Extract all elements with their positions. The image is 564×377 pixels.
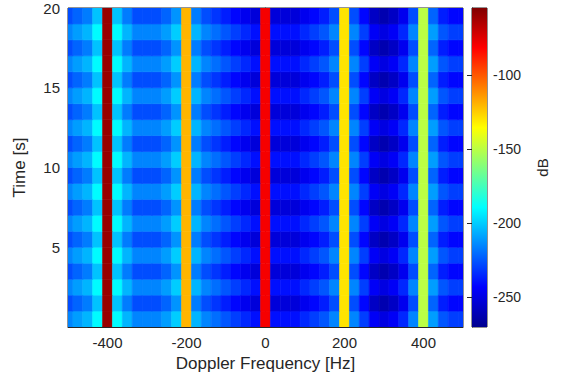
svg-text:200: 200	[332, 334, 357, 351]
svg-text:400: 400	[411, 334, 436, 351]
svg-text:5: 5	[52, 239, 60, 256]
svg-text:-100: -100	[493, 67, 521, 83]
svg-text:-250: -250	[493, 289, 521, 305]
svg-text:15: 15	[43, 79, 60, 96]
svg-text:20: 20	[43, 0, 60, 17]
svg-text:10: 10	[43, 159, 60, 176]
svg-text:Doppler Frequency [Hz]: Doppler Frequency [Hz]	[176, 354, 356, 373]
svg-text:-200: -200	[171, 334, 201, 351]
svg-text:Time [s]: Time [s]	[10, 138, 29, 198]
svg-text:-150: -150	[493, 141, 521, 157]
svg-text:dB: dB	[534, 158, 551, 176]
svg-text:-200: -200	[493, 215, 521, 231]
svg-text:0: 0	[261, 334, 269, 351]
svg-text:-400: -400	[92, 334, 122, 351]
